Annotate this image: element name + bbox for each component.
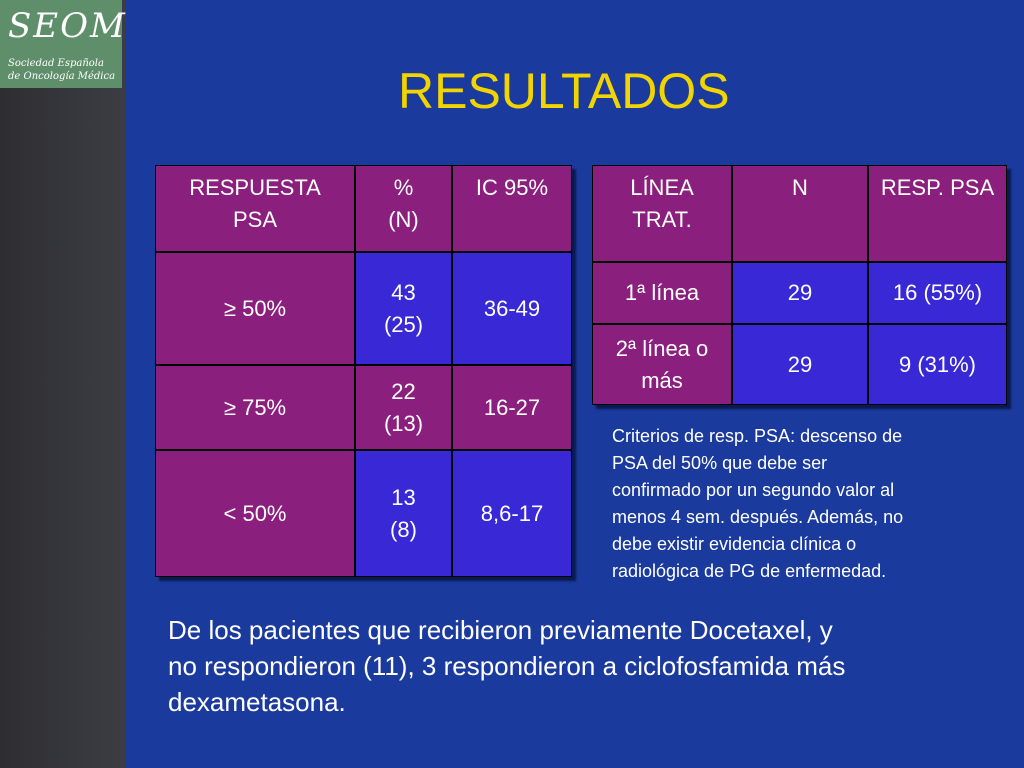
header-cell: % (N) bbox=[355, 165, 452, 252]
text-line: confirmado por un segundo valor al bbox=[612, 480, 895, 500]
title: RESULTADOS bbox=[398, 63, 730, 119]
table-cell: < 50% bbox=[155, 450, 355, 577]
logo-mark: SEOM bbox=[8, 6, 127, 46]
text-line: LÍNEA bbox=[630, 175, 694, 200]
table-cell: 29 bbox=[732, 324, 868, 405]
table-cell: 2ª línea o más bbox=[592, 324, 732, 405]
text-line: De los pacientes que recibieron previame… bbox=[168, 615, 833, 645]
note: Criterios de resp. PSA: descenso de PSA d… bbox=[612, 423, 903, 585]
side-strip bbox=[0, 0, 125, 768]
text-line: 29 bbox=[787, 351, 813, 377]
table-cell: 8,6-17 bbox=[452, 450, 572, 577]
header-cell: IC 95% bbox=[452, 165, 572, 252]
text-line: (N) bbox=[388, 207, 419, 232]
text-line: PSA bbox=[232, 207, 278, 232]
header-cell: RESPUESTA PSA bbox=[155, 165, 355, 252]
text-line: 1ª línea bbox=[624, 280, 700, 305]
table-cell: ≥ 50% bbox=[155, 252, 355, 365]
logo-text: Sociedad Española bbox=[8, 58, 104, 69]
logo: SEOM Sociedad Española de Oncología Médi… bbox=[0, 0, 125, 88]
text-line: 22 bbox=[391, 378, 416, 404]
text-line: (13) bbox=[383, 410, 424, 436]
table: RESPUESTA PSA% (N) IC 95% ≥ 50% 43 (25) 36-49 ≥ … bbox=[155, 165, 572, 577]
header-cell: LÍNEA TRAT. bbox=[592, 165, 732, 262]
text-line: ≥ 50% bbox=[223, 295, 287, 321]
text-line: radiológica de PG de enfermedad. bbox=[612, 561, 887, 581]
text-line: menos 4 sem. después. Además, no bbox=[612, 507, 904, 527]
table-cell: ≥ 75% bbox=[155, 365, 355, 450]
text-line: 8,6-17 bbox=[480, 500, 544, 526]
text-line: 13 bbox=[391, 484, 416, 510]
text-line: PSA del 50% que debe ser bbox=[612, 453, 828, 473]
table-cell: 13 (8) bbox=[355, 450, 452, 577]
table-cell: 16-27 bbox=[452, 365, 572, 450]
text-line: dexametasona. bbox=[168, 687, 346, 717]
paragraph: De los pacientes que recibieron previame… bbox=[168, 612, 845, 720]
table-cell: 1ª línea bbox=[592, 262, 732, 324]
table-cell: 16 (55%) bbox=[868, 262, 1007, 324]
text-line: N bbox=[792, 175, 808, 200]
table-cell: 22 (13) bbox=[355, 365, 452, 450]
text-line: 9 (31%) bbox=[898, 351, 977, 377]
text-line: debe existir evidencia clínica o bbox=[612, 534, 857, 554]
text-line: 43 bbox=[391, 279, 416, 305]
logo-text: de Oncología Médica bbox=[8, 71, 116, 82]
text-line: RESP. PSA bbox=[880, 175, 995, 200]
text-line: 29 bbox=[787, 280, 813, 305]
text-line: más bbox=[641, 367, 683, 393]
text-line: 16-27 bbox=[483, 394, 541, 420]
text-line: RESPUESTA bbox=[189, 175, 321, 200]
text-line: (8) bbox=[390, 516, 417, 542]
text-line: TRAT. bbox=[632, 207, 692, 232]
text-line: % bbox=[393, 175, 414, 200]
table-cell: 43 (25) bbox=[355, 252, 452, 365]
text-line: no respondieron (11), 3 respondieron a c… bbox=[168, 651, 846, 681]
table: LÍNEA TRAT. N RESP. PSA 1ª línea 29 16 (55%) 2ª… bbox=[592, 165, 1007, 405]
text-line: 16 (55%) bbox=[892, 280, 983, 305]
text-line: Criterios de resp. PSA: descenso de bbox=[612, 426, 903, 446]
text-line: (25) bbox=[383, 311, 424, 337]
table-cell: 9 (31%) bbox=[868, 324, 1007, 405]
text-line: 36-49 bbox=[483, 295, 541, 321]
text-line: < 50% bbox=[223, 500, 287, 526]
header-cell: RESP. PSA bbox=[868, 165, 1007, 262]
table-cell: 29 bbox=[732, 262, 868, 324]
text-line: ≥ 75% bbox=[223, 394, 287, 420]
header-cell: N bbox=[732, 165, 868, 262]
text-line: IC 95% bbox=[475, 175, 549, 200]
text-line: 2ª línea o bbox=[615, 335, 709, 361]
table-cell: 36-49 bbox=[452, 252, 572, 365]
